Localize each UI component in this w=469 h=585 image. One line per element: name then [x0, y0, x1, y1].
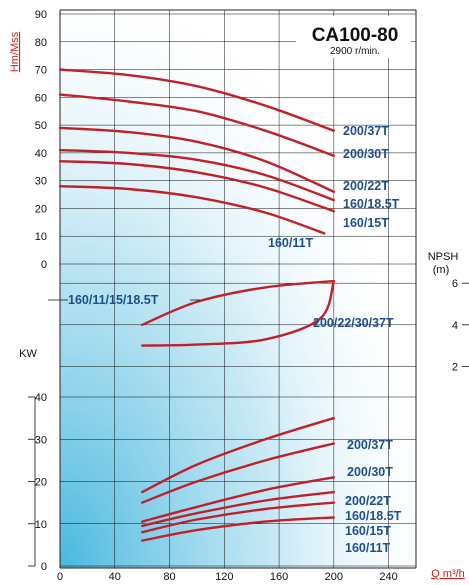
x-tick-label: 0 [57, 571, 63, 583]
power-curve [141, 516, 335, 542]
head-curve [58, 93, 335, 157]
power-curve [141, 490, 335, 528]
x-ticks: 0 40 80 120 160 200 240 [57, 571, 398, 583]
npsh-tick-label: 6 [452, 278, 458, 290]
x-tick-label: 120 [215, 571, 233, 583]
title-box: CA100-80 2900 r/min. [296, 16, 411, 58]
head-curve-label: 160/15T [343, 216, 389, 230]
chart-subtitle: 2900 r/min. [330, 46, 380, 57]
power-tick-label: 20 [35, 477, 47, 489]
head-tick-label: 70 [35, 65, 47, 77]
curve-labels: 200/37T200/30T200/22T160/18.5T160/15T160… [48, 124, 402, 555]
chart-title: CA100-80 [312, 25, 399, 46]
head-curve [58, 185, 326, 235]
curves [58, 68, 335, 542]
npsh-tick-label: 2 [452, 361, 458, 373]
power-curve-label: 160/18.5T [345, 509, 402, 523]
head-curve-label: 160/11T [268, 236, 314, 250]
power-curve [141, 416, 335, 494]
title-box-frame [296, 16, 411, 58]
head-tick-label: 10 [35, 231, 47, 243]
power-axis-label: KW [19, 348, 37, 360]
npsh-y-ticks: 6 4 2 [452, 278, 469, 373]
head-curve-label: 160/18.5T [343, 197, 400, 211]
power-curve-label: 160/15T [345, 524, 391, 538]
head-curve-label: 200/37T [343, 124, 389, 138]
head-tick-label: 0 [41, 259, 47, 271]
head-curve-label: 200/30T [343, 147, 389, 161]
npsh-curve-label: 160/11/15/18.5T [68, 293, 159, 307]
power-tick-label: 0 [41, 561, 47, 573]
head-curve [58, 148, 335, 202]
head-tick-label: 40 [35, 148, 47, 160]
plot-background [60, 10, 416, 568]
head-curve-label: 200/22T [343, 179, 389, 193]
head-curve [58, 160, 335, 213]
power-tick-label: 30 [35, 434, 47, 446]
power-curve-label: 200/30T [347, 465, 393, 479]
x-tick-label: 40 [109, 571, 121, 583]
head-curve [58, 126, 335, 193]
npsh-curve [141, 279, 335, 347]
head-y-ticks: 90 80 70 60 50 40 30 20 10 0 [35, 9, 47, 271]
power-curve-label: 200/37T [347, 438, 393, 452]
npsh-curve-label: 200/22/30/37T [313, 316, 394, 330]
power-y-ticks: 40 30 20 10 0 [28, 392, 47, 573]
npsh-axis-label: NPSH [428, 251, 459, 263]
head-tick-label: 20 [35, 203, 47, 215]
power-tick-label: 10 [35, 519, 47, 531]
x-tick-label: 80 [163, 571, 175, 583]
power-curve [141, 476, 335, 523]
x-axis-label: Q m³/h [431, 568, 465, 580]
head-axis-label: Hm/Mss [9, 31, 21, 72]
head-curve [58, 68, 335, 132]
power-curve-label: 160/11T [345, 541, 391, 555]
npsh-axis-unit: (m) [433, 264, 450, 276]
power-curve [141, 501, 335, 534]
head-tick-label: 60 [35, 92, 47, 104]
x-tick-label: 200 [325, 571, 343, 583]
x-tick-label: 240 [379, 571, 397, 583]
power-tick-label: 40 [35, 392, 47, 404]
npsh-curve [141, 279, 335, 326]
head-tick-label: 50 [35, 120, 47, 132]
x-tick-label: 160 [270, 571, 288, 583]
head-tick-label: 80 [35, 37, 47, 49]
power-curve-label: 200/22T [345, 494, 391, 508]
head-tick-label: 90 [35, 9, 47, 21]
power-curve [141, 442, 335, 504]
npsh-tick-label: 4 [452, 320, 458, 332]
head-tick-label: 30 [35, 176, 47, 188]
